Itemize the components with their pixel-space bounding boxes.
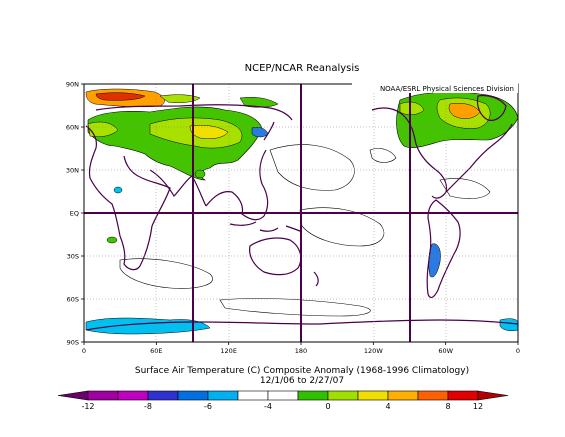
colorbar-swatch [177, 390, 209, 401]
longitude-tick-labels: 0 60E 120E 180 120W 60W 0 [82, 342, 520, 355]
map-title: NCEP/NCAR Reanalysis [245, 63, 360, 74]
contour-north-pacific [269, 144, 355, 191]
colorbar-swatch [327, 390, 359, 401]
lon-tick-label: 180 [295, 347, 307, 355]
colorbar-label: 0 [325, 402, 330, 411]
colorbar-label: -12 [81, 402, 94, 411]
colorbar-label: 12 [473, 402, 483, 411]
colorbar-swatch [447, 390, 479, 401]
colorbar-swatch [237, 390, 269, 401]
warm-region-east-siberia [239, 97, 279, 108]
colorbar-swatch [297, 390, 329, 401]
map-panel: NOAA/ESRL Physical Sciences Division [83, 82, 519, 343]
cold-spot-arabia [113, 186, 123, 194]
lat-tick-label: 30S [67, 253, 79, 261]
warm-region-europe [87, 121, 119, 137]
warm-spot-tibet [194, 169, 206, 179]
caption-line-1: Surface Air Temperature (C) Composite An… [135, 366, 469, 376]
colorbar [57, 390, 509, 401]
lat-tick-label: 60N [66, 124, 79, 132]
lon-tick-label: 0 [516, 347, 520, 355]
anomaly-shading [85, 88, 519, 335]
colorbar-swatch [117, 390, 149, 401]
contour-southern-ocean [219, 298, 371, 317]
contour-tropical-pacific [299, 207, 385, 247]
coastline-greenland [476, 94, 507, 121]
colorbar-label: -6 [204, 402, 212, 411]
colorbar-swatch [387, 390, 419, 401]
colorbar-swatch [147, 390, 179, 401]
coastline-japan [263, 121, 275, 141]
lon-tick-label: 120W [364, 347, 383, 355]
colorbar-label: 4 [385, 402, 390, 411]
lat-tick-label: 60S [67, 296, 79, 304]
coastline-antarctica [85, 319, 519, 331]
coastline-southeast-asia [205, 149, 269, 221]
contour-indian-ocean [119, 258, 213, 289]
contour-atlantic [439, 178, 491, 199]
coastline-africa [85, 125, 171, 271]
lat-tick-label: EQ [70, 210, 79, 218]
colorbar-swatch [267, 390, 299, 401]
lon-tick-label: 60W [438, 347, 453, 355]
colorbar-label: -4 [264, 402, 272, 411]
colorbar-swatch [417, 390, 449, 401]
lat-tick-label: 90N [66, 81, 79, 89]
colorbar-arrow-right [477, 390, 509, 401]
map-major-lines [84, 84, 518, 342]
cold-region-antarctic-east [499, 318, 519, 332]
lat-tick-label: 30N [66, 167, 79, 175]
contour-gulf-alaska [369, 148, 397, 163]
lat-tick-label: 90S [67, 339, 79, 347]
coastline-north-asia [95, 104, 293, 121]
lon-tick-label: 60E [150, 347, 162, 355]
colorbar-arrow-left [57, 390, 89, 401]
colorbar-labels: -12 -8 -6 -4 0 4 8 12 [81, 402, 483, 411]
coastline-north-america [371, 107, 513, 199]
coastline-new-zealand [313, 271, 319, 287]
warm-region-kara-sea [159, 94, 201, 104]
lon-tick-label: 0 [82, 347, 86, 355]
colorbar-swatch [207, 390, 239, 401]
warm-spot-south-atlantic [106, 236, 118, 244]
coastline-arabia-india [149, 169, 207, 207]
colorbar-swatch [87, 390, 119, 401]
contour-lines [119, 144, 491, 317]
latitude-tick-labels: 90N 60N 30N EQ 30S 60S 90S [66, 81, 84, 347]
coastline-australia [249, 237, 302, 276]
credit-box [352, 82, 518, 93]
colorbar-label: -8 [144, 402, 152, 411]
warm-region-arctic-red [95, 92, 146, 101]
coastline-south-america [426, 199, 461, 299]
lon-tick-label: 120E [220, 347, 237, 355]
colorbar-label: 8 [445, 402, 450, 411]
warm-region-hudson-core [448, 103, 481, 119]
coastlines [85, 94, 519, 331]
caption-line-2: 12/1/06 to 2/27/07 [260, 376, 344, 386]
map-credit: NOAA/ESRL Physical Sciences Division [380, 85, 514, 93]
colorbar-swatch [357, 390, 389, 401]
